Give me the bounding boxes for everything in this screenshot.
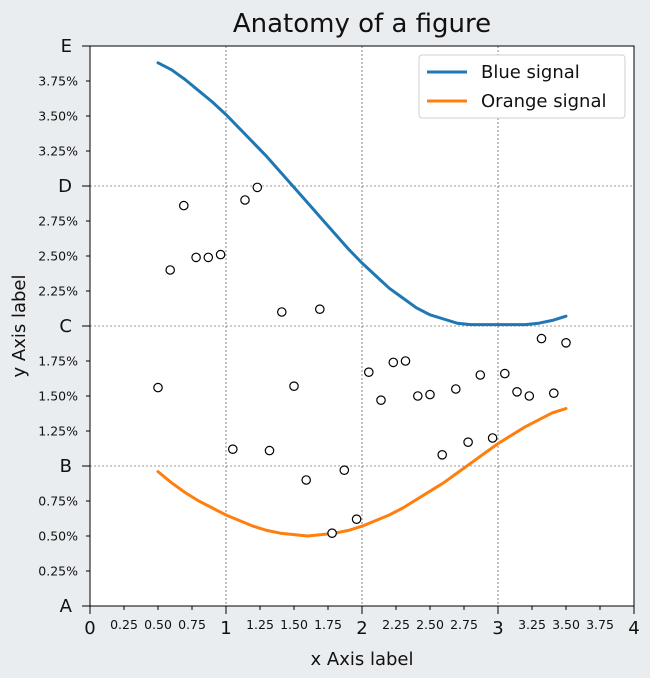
scatter-point — [327, 528, 337, 538]
y-major-tick-label: E — [61, 36, 72, 57]
scatter-point — [499, 368, 510, 379]
x-minor-tick-label: 3.75 — [586, 617, 614, 632]
y-minor-tick-label: 0.50% — [38, 529, 78, 544]
scatter-point — [400, 356, 411, 366]
y-axis-label: y Axis label — [9, 275, 30, 378]
orange-signal-line — [156, 407, 568, 538]
scatter-point — [276, 307, 287, 317]
chart-title: Anatomy of a figure — [233, 9, 491, 39]
x-minor-tick-label: 1.50 — [280, 617, 308, 632]
y-minor-tick-label: 0.75% — [38, 494, 78, 509]
blue-signal-line — [156, 61, 568, 327]
scatter-point — [524, 391, 535, 401]
scatter-point — [412, 391, 423, 401]
scatter-point — [536, 333, 547, 344]
y-minor-tick-label: 3.50% — [38, 109, 78, 124]
x-major-tick-label: 1 — [220, 618, 231, 639]
x-minor-tick-label: 0.25 — [110, 617, 138, 632]
x-minor-tick-label: 2.25 — [382, 617, 410, 632]
axis-ticks: 0 1 2 3 4 0.25 0.50 0.75 1.25 1.50 1.75 2.25 2.50 2.7… — [38, 36, 639, 639]
y-minor-tick-label: 1.75% — [38, 354, 78, 369]
scatter-point — [487, 433, 498, 443]
scatter-point — [548, 388, 559, 398]
legend: Blue signal Orange signal — [418, 54, 626, 119]
legend-label-orange-signal: Orange signal — [481, 91, 606, 112]
x-major-tick-label: 2 — [356, 618, 367, 639]
y-minor-tick-label: 3.75% — [38, 74, 78, 89]
x-minor-tick-label: 1.25 — [246, 617, 274, 632]
x-major-tick-label: 4 — [628, 618, 639, 639]
scatter-point — [561, 337, 571, 348]
y-minor-tick-label: 2.50% — [38, 249, 78, 264]
scatter-points — [153, 182, 571, 538]
x-minor-tick-label: 3.25 — [518, 617, 546, 632]
y-major-tick-label: C — [59, 316, 72, 337]
scatter-point — [191, 252, 201, 263]
scatter-point — [363, 367, 374, 377]
scatter-point — [203, 252, 214, 263]
x-major-tick-label: 0 — [84, 618, 95, 639]
y-major-tick-label: A — [60, 596, 73, 617]
y-minor-tick-label: 0.25% — [38, 564, 78, 579]
x-minor-tick-label: 2.50 — [416, 617, 444, 632]
signal-lines — [156, 61, 568, 538]
y-minor-tick-label: 3.25% — [38, 144, 78, 159]
scatter-point — [351, 514, 362, 524]
x-minor-tick-label: 1.75 — [314, 617, 342, 632]
scatter-point — [264, 445, 275, 456]
y-minor-tick-label: 1.50% — [38, 389, 78, 404]
scatter-point — [376, 395, 386, 405]
scatter-point — [437, 449, 447, 460]
scatter-point — [450, 384, 461, 394]
y-minor-tick-label: 2.75% — [38, 214, 78, 229]
x-minor-tick-label: 0.75 — [178, 617, 206, 632]
scatter-point — [252, 182, 263, 193]
scatter-point — [165, 265, 175, 275]
x-axis-label: x Axis label — [311, 649, 414, 670]
scatter-point — [228, 444, 238, 454]
y-minor-tick-label: 1.25% — [38, 424, 78, 439]
scatter-point — [475, 370, 486, 380]
y-major-tick-label: B — [60, 456, 72, 477]
scatter-point — [388, 357, 399, 368]
scatter-point — [240, 195, 250, 205]
scatter-point — [289, 381, 299, 391]
scatter-point — [339, 465, 350, 475]
grid-lines — [90, 46, 634, 606]
scatter-point — [512, 386, 522, 397]
scatter-point — [215, 249, 226, 260]
legend-label-blue-signal: Blue signal — [481, 62, 580, 83]
x-major-tick-label: 3 — [492, 618, 503, 639]
legend-box — [418, 54, 626, 119]
y-major-tick-label: D — [58, 176, 72, 197]
y-minor-tick-label: 2.25% — [38, 284, 78, 299]
scatter-point — [301, 475, 311, 485]
x-minor-tick-label: 0.50 — [144, 617, 172, 632]
x-minor-tick-label: 3.50 — [552, 617, 580, 632]
scatter-point — [179, 200, 189, 211]
scatter-point — [425, 389, 435, 400]
scatter-point — [314, 304, 325, 314]
scatter-point — [153, 382, 163, 393]
x-minor-tick-label: 2.75 — [450, 617, 478, 632]
scatter-point — [463, 437, 473, 447]
